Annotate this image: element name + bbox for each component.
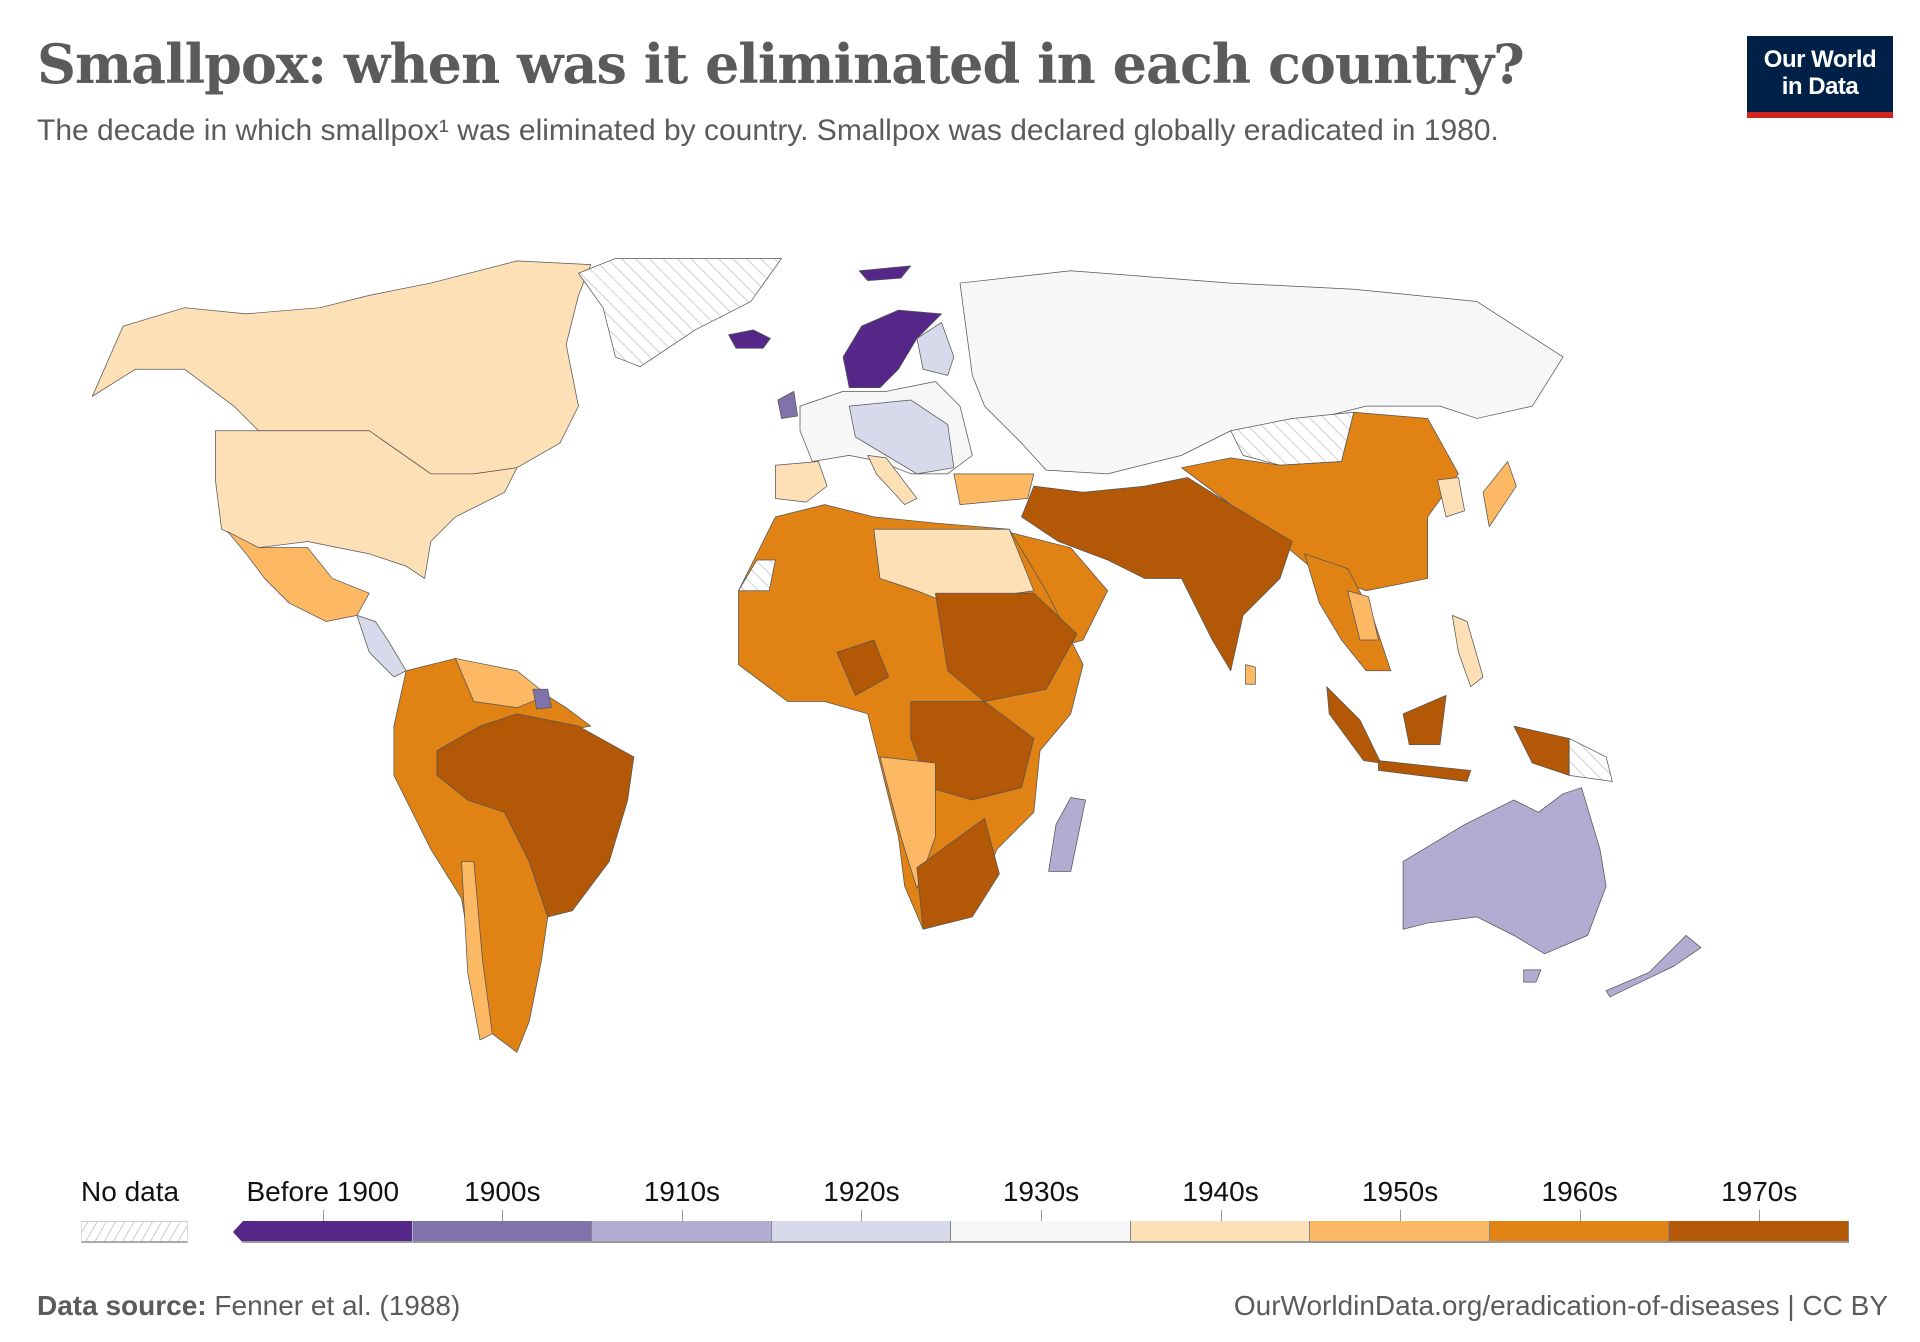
legend-label: 1940s [1182, 1176, 1259, 1207]
legend-tick [1579, 1210, 1581, 1221]
legend-bin-1[interactable] [412, 1221, 593, 1243]
region-europe-central[interactable] [848, 399, 955, 475]
region-borneo[interactable] [1402, 694, 1447, 745]
legend-tick [861, 1210, 863, 1221]
region-canada-alaska[interactable] [91, 260, 592, 475]
legend-tick [1220, 1210, 1222, 1221]
legend-tick [1759, 1210, 1761, 1221]
region-russia-central-asia[interactable] [959, 270, 1564, 475]
legend-bin-8[interactable] [1669, 1221, 1849, 1243]
legend-label: 1910s [643, 1176, 721, 1207]
data-source-label: Data source: [37, 1290, 207, 1321]
region-turkey[interactable] [953, 473, 1035, 505]
region-chile[interactable] [461, 861, 493, 1041]
legend-no-data-swatch[interactable] [81, 1221, 188, 1243]
region-iceland[interactable] [728, 329, 771, 349]
africa [738, 504, 1086, 930]
logo-line-2: in Data [1781, 73, 1859, 100]
region-sri-lanka[interactable] [1245, 664, 1256, 685]
legend-tick [1041, 1210, 1042, 1221]
region-western-sahara[interactable] [738, 559, 776, 592]
legend-label: 1970s [1721, 1176, 1798, 1207]
south-america [393, 658, 635, 1053]
owid-logo[interactable]: Our World in Data [1747, 36, 1893, 118]
legend-tick [502, 1210, 504, 1221]
region-new-zealand[interactable] [1605, 934, 1702, 998]
north-america [91, 258, 782, 678]
region-iberia[interactable] [775, 461, 828, 503]
region-south-asia[interactable] [1021, 477, 1293, 672]
region-sumatra[interactable] [1326, 686, 1382, 764]
region-greenland[interactable] [578, 258, 782, 368]
legend-label: 1900s [464, 1176, 541, 1207]
region-australia[interactable] [1402, 787, 1607, 955]
legend-label: 1950s [1361, 1176, 1439, 1207]
footer-url[interactable]: OurWorldinData.org/eradication-of-diseas… [1233, 1290, 1888, 1321]
legend-bin-3[interactable] [771, 1221, 952, 1243]
region-nigeria[interactable] [836, 639, 889, 696]
region-papua-new-guinea[interactable] [1568, 738, 1613, 782]
legend-tick [322, 1210, 324, 1221]
legend-bin-4[interactable] [951, 1221, 1131, 1243]
legend-bin-2[interactable] [592, 1221, 772, 1243]
data-source: Data source: Fenner et al. (1988) [37, 1290, 460, 1322]
region-philippines[interactable] [1451, 615, 1484, 688]
region-southern-africa[interactable] [916, 818, 1000, 930]
legend-label: 1930s [1002, 1176, 1080, 1207]
oceania [1402, 787, 1702, 998]
legend-label: Before 1900 [246, 1176, 400, 1207]
europe [728, 265, 1035, 505]
region-java[interactable] [1378, 760, 1472, 782]
logo-line-1: Our World [1763, 46, 1877, 73]
data-source-value[interactable]: Fenner et al. (1988) [214, 1290, 461, 1321]
region-finland[interactable] [916, 322, 955, 376]
legend-label: 1960s [1541, 1176, 1618, 1207]
legend-bin-0[interactable] [233, 1221, 413, 1243]
region-tasmania[interactable] [1523, 969, 1542, 983]
legend-label: 1920s [823, 1176, 900, 1207]
region-new-guinea-west[interactable] [1513, 725, 1570, 776]
legend-bin-5[interactable] [1130, 1221, 1311, 1243]
region-japan[interactable] [1482, 461, 1517, 528]
chart-title: Smallpox: when was it eliminated in each… [37, 32, 1525, 96]
region-thailand-cambodia[interactable] [1347, 590, 1379, 641]
legend-tick [681, 1210, 683, 1221]
region-italy[interactable] [867, 455, 918, 505]
region-sudan-ethiopia[interactable] [935, 592, 1078, 702]
region-venezuela-guyanas[interactable] [455, 658, 549, 709]
region-uk[interactable] [777, 391, 798, 419]
region-madagascar[interactable] [1048, 797, 1086, 872]
legend-no-data-label: No data [81, 1176, 180, 1207]
region-congo-tanzania[interactable] [910, 701, 1035, 801]
region-southeast-asia[interactable] [1304, 553, 1392, 672]
region-central-america[interactable] [356, 615, 407, 678]
region-brazil[interactable] [436, 713, 635, 918]
legend-bin-6[interactable] [1310, 1221, 1490, 1243]
region-svalbard[interactable] [858, 265, 912, 281]
chart-subtitle: The decade in which smallpox¹ was elimin… [37, 114, 1499, 147]
legend-tick [1400, 1210, 1402, 1221]
region-korea[interactable] [1437, 477, 1465, 518]
legend-bin-7[interactable] [1489, 1221, 1670, 1243]
region-suriname[interactable] [532, 688, 552, 710]
